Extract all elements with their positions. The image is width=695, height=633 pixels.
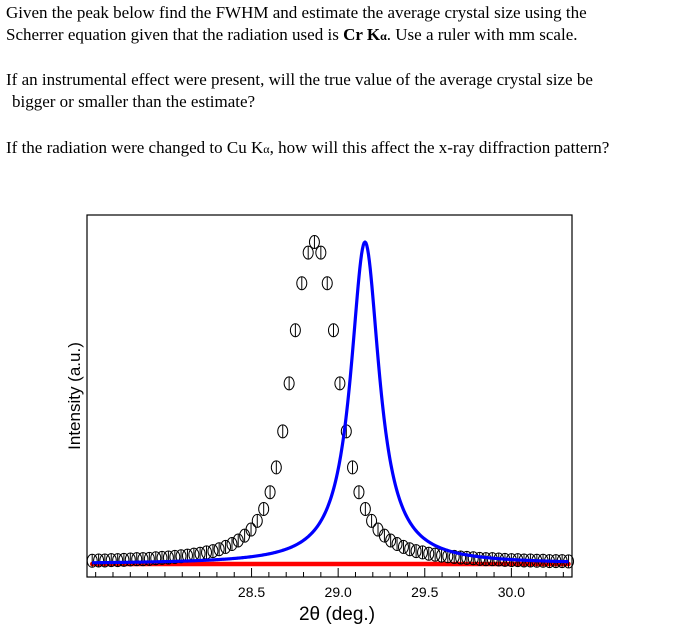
data-point [277, 424, 289, 439]
x-tick-label: 29.0 [325, 584, 352, 600]
plot-frame [86, 214, 573, 578]
data-point [86, 553, 98, 568]
data-point [270, 460, 282, 475]
x-tick-label: 29.5 [411, 584, 438, 600]
data-point [264, 485, 276, 500]
data-point [366, 513, 378, 528]
radiation-cr-text: Cr K [343, 25, 381, 44]
question-3-text-b: , how will this affect the x-ray diffrac… [269, 138, 610, 157]
data-point [397, 539, 409, 554]
data-point [93, 553, 105, 568]
data-point [327, 323, 339, 338]
data-point [359, 501, 371, 516]
data-point [385, 533, 397, 548]
data-point [353, 485, 365, 500]
question-3: If the radiation were changed to Cu Kα, … [6, 137, 695, 160]
data-point [410, 544, 422, 559]
data-point [334, 376, 346, 391]
lorentzian-fit-curve [91, 240, 570, 565]
question-2-line-2: bigger or smaller than the estimate? [12, 92, 256, 111]
alpha-symbol: α [380, 29, 387, 43]
question-1-line-2b: . Use a ruler with mm scale. [386, 25, 578, 44]
data-point [99, 553, 111, 568]
data-point [213, 542, 225, 557]
data-point [417, 545, 429, 560]
data-point [232, 533, 244, 548]
data-point [372, 522, 384, 537]
data-point [347, 460, 359, 475]
question-1-line-2a: Scherrer equation given that the radiati… [6, 25, 344, 44]
x-tick-label: 30.0 [498, 584, 525, 600]
data-point [423, 546, 435, 561]
data-point [391, 537, 403, 552]
data-point [251, 513, 263, 528]
data-point [226, 537, 238, 552]
data-point [302, 245, 314, 260]
y-axis-label: Intensity (a.u.) [65, 342, 84, 450]
data-point [289, 323, 301, 338]
fit-curve [91, 240, 570, 565]
data-point [220, 539, 232, 554]
question-2-line-1: If an instrumental effect were present, … [6, 70, 593, 89]
data-point [245, 522, 257, 537]
data-point [378, 528, 390, 543]
data-points [86, 235, 575, 569]
data-point [207, 544, 219, 559]
radiation-cr-label: Cr Kα [343, 25, 387, 44]
question-2: If an instrumental effect were present, … [6, 69, 686, 113]
x-axis-label: 2θ (deg.) [299, 604, 375, 625]
data-point [118, 552, 130, 567]
question-1-line-1: Given the peak below find the FWHM and e… [6, 3, 587, 22]
data-point [321, 276, 333, 291]
data-point [296, 276, 308, 291]
question-3-text-a: If the radiation were changed to Cu K [6, 138, 264, 157]
data-point [112, 553, 124, 568]
x-ticks: 28.5 29.0 29.5 30.0 [95, 568, 564, 600]
data-point [308, 235, 320, 249]
question-1: Given the peak below find the FWHM and e… [6, 2, 686, 47]
data-point [105, 553, 117, 568]
data-point [429, 547, 441, 562]
alpha-symbol-cu: α [263, 142, 270, 156]
data-point [258, 501, 270, 516]
data-point [283, 376, 295, 391]
data-point [315, 245, 327, 260]
x-tick-label: 28.5 [238, 584, 265, 600]
data-point [404, 542, 416, 557]
